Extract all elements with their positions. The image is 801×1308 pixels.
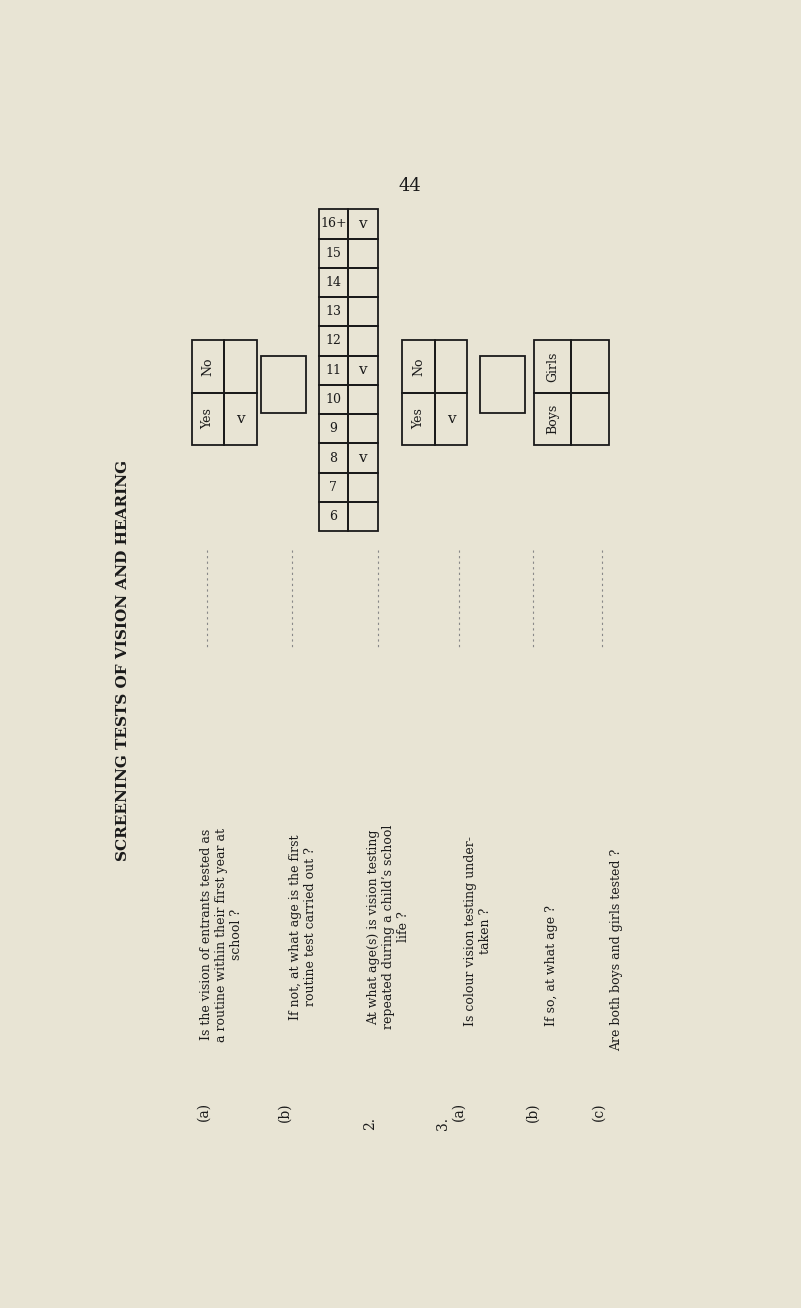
Text: (b): (b) <box>525 1101 540 1121</box>
Bar <box>319 238 348 268</box>
Text: No: No <box>413 357 425 375</box>
Bar <box>348 443 377 472</box>
Bar <box>348 356 377 385</box>
Text: 7: 7 <box>329 481 337 494</box>
Bar <box>402 392 435 445</box>
Text: (b): (b) <box>278 1101 292 1121</box>
Text: v: v <box>447 412 456 426</box>
Bar <box>348 297 377 327</box>
Bar <box>571 392 609 445</box>
Text: 6: 6 <box>329 510 337 523</box>
Bar <box>319 385 348 415</box>
Bar <box>348 238 377 268</box>
Bar <box>571 340 609 392</box>
Bar <box>224 340 256 392</box>
Bar <box>319 268 348 297</box>
Bar <box>319 356 348 385</box>
Bar <box>224 392 256 445</box>
Text: 8: 8 <box>329 451 337 464</box>
Bar <box>319 327 348 356</box>
Text: v: v <box>236 412 245 426</box>
Bar <box>319 297 348 327</box>
Text: Is colour vision testing under-
taken ?: Is colour vision testing under- taken ? <box>464 836 492 1025</box>
Text: Yes: Yes <box>201 408 215 429</box>
Bar <box>348 268 377 297</box>
Text: 3.: 3. <box>437 1117 450 1130</box>
Text: 15: 15 <box>325 247 341 260</box>
Bar <box>480 356 525 412</box>
Text: 44: 44 <box>399 177 421 195</box>
Text: SCREENING TESTS OF VISION AND HEARING: SCREENING TESTS OF VISION AND HEARING <box>116 460 131 861</box>
Text: If so, at what age ?: If so, at what age ? <box>545 905 557 1025</box>
Bar <box>319 502 348 531</box>
Text: 10: 10 <box>325 392 341 405</box>
Text: (a): (a) <box>196 1103 210 1121</box>
Bar <box>319 209 348 238</box>
Bar <box>348 415 377 443</box>
Text: (c): (c) <box>591 1103 606 1121</box>
Text: Yes: Yes <box>413 408 425 429</box>
Bar <box>534 392 571 445</box>
Bar <box>348 472 377 502</box>
Text: Are both boys and girls tested ?: Are both boys and girls tested ? <box>610 849 623 1052</box>
Bar <box>348 327 377 356</box>
Text: Is the vision of entrants tested as
a routine within their first year at
school : Is the vision of entrants tested as a ro… <box>200 828 244 1041</box>
Text: 11: 11 <box>325 364 341 377</box>
Text: Girls: Girls <box>546 352 559 382</box>
Bar <box>348 502 377 531</box>
Text: 14: 14 <box>325 276 341 289</box>
Text: v: v <box>359 451 367 466</box>
Text: (a): (a) <box>452 1103 466 1121</box>
Text: 16+: 16+ <box>320 217 347 230</box>
Bar <box>435 340 468 392</box>
Text: If not, at what age is the first
routine test carried out ?: If not, at what age is the first routine… <box>289 835 317 1020</box>
Bar <box>319 472 348 502</box>
Bar <box>435 392 468 445</box>
Text: v: v <box>359 217 367 232</box>
Bar <box>534 340 571 392</box>
Bar <box>319 443 348 472</box>
Bar <box>191 340 224 392</box>
Bar <box>319 415 348 443</box>
Text: No: No <box>201 357 215 375</box>
Text: 2.: 2. <box>363 1117 376 1130</box>
Bar <box>348 209 377 238</box>
Text: 9: 9 <box>329 422 337 436</box>
Text: 13: 13 <box>325 305 341 318</box>
Text: Boys: Boys <box>546 404 559 434</box>
Text: v: v <box>359 364 367 377</box>
Bar <box>191 392 224 445</box>
Bar <box>402 340 435 392</box>
Bar <box>261 356 306 412</box>
Bar <box>348 385 377 415</box>
Text: At what age(s) is vision testing
repeated during a child’s school
life ?: At what age(s) is vision testing repeate… <box>367 825 410 1029</box>
Text: 12: 12 <box>325 335 341 348</box>
